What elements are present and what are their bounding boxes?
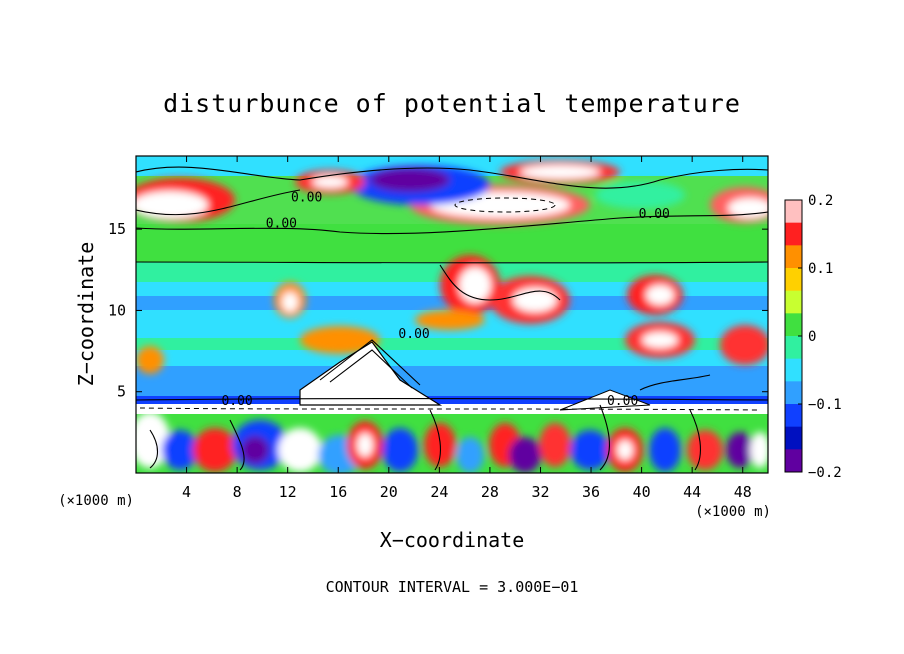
contour-label: 0.00 bbox=[639, 207, 670, 222]
x-tick-label: 32 bbox=[531, 483, 549, 501]
x-unit-left-label: (×1000 m) bbox=[58, 493, 134, 509]
contour-label: 0.00 bbox=[291, 191, 322, 206]
colorbar-swatch bbox=[785, 200, 802, 224]
x-tick-label: 12 bbox=[279, 483, 297, 501]
x-tick-label: 4 bbox=[182, 483, 191, 501]
x-tick-label: 28 bbox=[481, 483, 499, 501]
x-axis-label: X−coordinate bbox=[380, 528, 525, 552]
colorbar-tick-label: 0.1 bbox=[808, 261, 833, 277]
colorbar-swatch bbox=[785, 449, 802, 473]
colorbar-swatch bbox=[785, 404, 802, 428]
heatmap-field bbox=[136, 156, 768, 473]
colorbar-swatch bbox=[785, 381, 802, 405]
contour-interval-footer: CONTOUR INTERVAL = 3.000E−01 bbox=[326, 578, 579, 596]
contour-label: 0.00 bbox=[398, 327, 429, 342]
colorbar-swatch bbox=[785, 313, 802, 337]
y-tick-label: 5 bbox=[117, 383, 126, 401]
colorbar: 0.2 0.1 0 −0.1 −0.2 bbox=[784, 193, 842, 481]
colorbar-swatch bbox=[785, 336, 802, 360]
y-tick-label: 15 bbox=[108, 220, 126, 238]
x-tick-label: 40 bbox=[633, 483, 651, 501]
x-tick-label: 44 bbox=[683, 483, 701, 501]
plot-frame bbox=[135, 155, 769, 474]
contour-label: 0.00 bbox=[221, 394, 252, 409]
colorbar-tick-label: −0.2 bbox=[808, 465, 842, 481]
colorbar-swatch bbox=[785, 426, 802, 450]
contour-label: 0.00 bbox=[607, 394, 638, 409]
colorbar-tick-label: 0 bbox=[808, 329, 816, 345]
chart-title: disturbunce of potential temperature bbox=[163, 89, 741, 118]
contour-label: 0.00 bbox=[266, 217, 297, 232]
x-tick-label: 16 bbox=[329, 483, 347, 501]
x-tick-label: 36 bbox=[582, 483, 600, 501]
colorbar-swatch bbox=[785, 358, 802, 382]
x-unit-right-label: (×1000 m) bbox=[695, 504, 771, 520]
colorbar-swatch bbox=[785, 222, 802, 246]
colorbar-swatch bbox=[785, 290, 802, 314]
y-axis: 5 10 15 bbox=[108, 220, 768, 401]
colorbar-swatch bbox=[785, 245, 802, 269]
x-tick-label: 24 bbox=[430, 483, 448, 501]
x-tick-label: 20 bbox=[380, 483, 398, 501]
x-axis: 4 8 12 16 20 24 28 32 36 40 44 48 bbox=[182, 156, 752, 501]
colorbar-tick-label: 0.2 bbox=[808, 193, 833, 209]
colorbar-swatch bbox=[785, 268, 802, 292]
x-tick-label: 48 bbox=[734, 483, 752, 501]
y-axis-label: Z−coordinate bbox=[74, 242, 98, 387]
x-tick-label: 8 bbox=[233, 483, 242, 501]
y-tick-label: 10 bbox=[108, 301, 126, 319]
colorbar-tick-label: −0.1 bbox=[808, 397, 842, 413]
